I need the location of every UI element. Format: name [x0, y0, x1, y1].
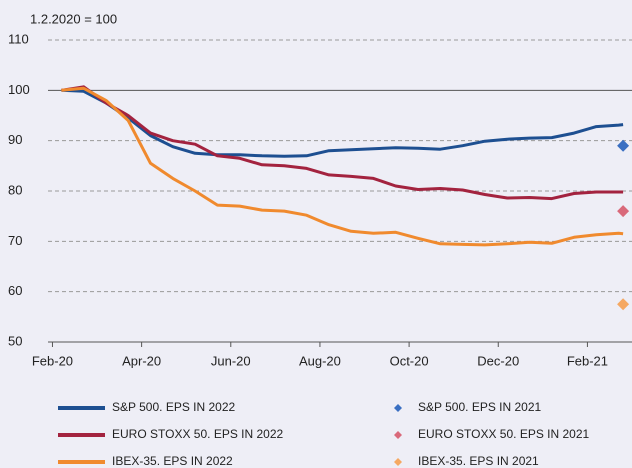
legend-label: S&P 500. EPS IN 2022	[112, 400, 236, 414]
legend-swatch	[394, 404, 402, 412]
diamond-marker	[617, 139, 630, 152]
x-tick-label: Jun-20	[211, 353, 251, 368]
legend-label: EURO STOXX 50. EPS IN 2021	[418, 427, 590, 441]
legend-label: S&P 500. EPS IN 2021	[418, 400, 542, 414]
x-tick-label: Feb-21	[567, 353, 608, 368]
legend-label: EURO STOXX 50. EPS IN 2022	[112, 427, 284, 441]
legend-swatch	[394, 431, 402, 439]
legend-swatch	[394, 458, 402, 466]
y-tick-label: 50	[8, 333, 22, 348]
y-tick-label: 90	[8, 132, 22, 147]
legend-label: IBEX-35. EPS IN 2022	[112, 454, 233, 468]
y-tick-label: 70	[8, 233, 22, 248]
x-tick-label: Feb-20	[32, 353, 73, 368]
y-tick-label: 110	[8, 31, 29, 46]
diamond-marker	[617, 205, 630, 218]
series-line	[61, 88, 624, 158]
legend-label: IBEX-35. EPS IN 2021	[418, 454, 539, 468]
x-tick-label: Oct-20	[390, 353, 429, 368]
series-line	[61, 86, 624, 247]
y-axis-label: 1.2.2020 = 100	[30, 11, 117, 26]
y-tick-label: 80	[8, 182, 22, 197]
x-tick-label: Aug-20	[299, 353, 341, 368]
y-tick-label: 60	[8, 283, 22, 298]
x-tick-label: Dec-20	[477, 353, 519, 368]
series-line	[61, 85, 624, 201]
y-tick-label: 100	[8, 82, 30, 97]
diamond-marker	[617, 298, 630, 311]
x-tick-label: Apr-20	[122, 353, 161, 368]
